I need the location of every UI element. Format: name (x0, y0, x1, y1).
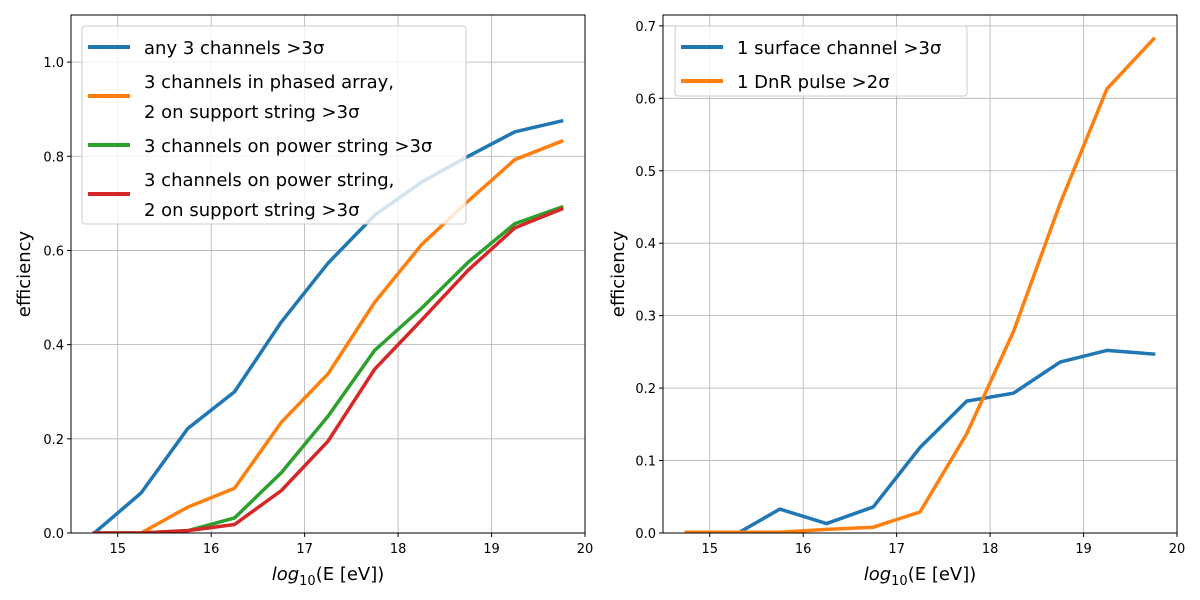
right-y-axis-label: efficiency (608, 230, 629, 317)
right-y-tick-label: 0.4 (635, 237, 656, 252)
right-y-tick-label: 0.5 (635, 165, 656, 180)
left-legend-box (81, 25, 467, 225)
right-x-tick-label: 19 (1075, 542, 1092, 557)
left-x-axis-label: log10(E [eV]) (272, 564, 385, 589)
left-x-tick-label: 16 (203, 542, 220, 557)
right-x-tick-label: 20 (1169, 542, 1186, 557)
right-y-tick-label: 0.3 (635, 310, 656, 325)
right-x-tick-label: 16 (795, 542, 812, 557)
left-x-tick-label: 18 (390, 542, 407, 557)
left-y-tick-label: 0.8 (43, 150, 64, 165)
left-y-tick-label: 0.2 (43, 433, 64, 448)
left-legend-label-2: 3 channels in phased array, 2 on support … (144, 72, 394, 123)
right-axes-frame (662, 14, 1178, 534)
right-x-axis-label: log10(E [eV]) (864, 564, 977, 589)
right-y-tick-label: 0.1 (635, 455, 656, 470)
left-series-line-1 (91, 118, 564, 533)
right-legend: 1 surface channel >3σ 1 DnR pulse >2σ (674, 25, 968, 97)
left-legend-label-1: any 3 channels >3σ (144, 38, 324, 59)
left-axes-frame (70, 14, 586, 534)
left-y-tick-label: 1.0 (43, 56, 64, 71)
right-y-tick-label: 0.0 (635, 527, 656, 542)
left-x-tick-label: 19 (483, 542, 500, 557)
right-y-tick-label: 0.2 (635, 382, 656, 397)
right-y-tick-label: 0.7 (635, 20, 656, 35)
right-y-tick-label: 0.6 (635, 92, 656, 107)
left-legend-label-3: 3 channels on power string >3σ (144, 136, 432, 157)
right-series-line-2 (684, 36, 1157, 533)
left-x-tick-label: 17 (296, 542, 313, 557)
right-legend-label-1: 1 surface channel >3σ (737, 38, 941, 59)
left-y-tick-label: 0.0 (43, 527, 64, 542)
left-legend: any 3 channels >3σ 3 channels in phased a… (81, 25, 467, 225)
left-legend-label-4: 3 channels on power string, 2 on support … (144, 170, 394, 221)
left-y-axis-label: efficiency (14, 230, 35, 317)
left-x-tick-label: 15 (109, 542, 126, 557)
right-x-tick-label: 15 (701, 542, 718, 557)
right-legend-box (674, 25, 968, 97)
right-series-line-1 (734, 348, 1156, 533)
chart-right-efficiency-surface-dnr: 15 16 17 18 19 20 0.0 0.1 0.2 0.3 0.4 0.5 0.6 0.7 log1… (608, 14, 1186, 589)
right-x-tick-label: 18 (982, 542, 999, 557)
right-x-tick-label: 17 (888, 542, 905, 557)
right-legend-label-2: 1 DnR pulse >2σ (737, 72, 890, 93)
left-y-tick-label: 0.6 (43, 244, 64, 259)
left-series-line-2 (92, 138, 564, 533)
chart-left-efficiency-by-channel-config: 15 16 17 18 19 20 0.0 0.2 0.4 0.6 0.8 1.0 log10(E [e… (14, 14, 594, 589)
left-y-tick-label: 0.4 (43, 339, 64, 354)
left-x-tick-label: 20 (577, 542, 594, 557)
left-series-line-4 (92, 206, 564, 533)
